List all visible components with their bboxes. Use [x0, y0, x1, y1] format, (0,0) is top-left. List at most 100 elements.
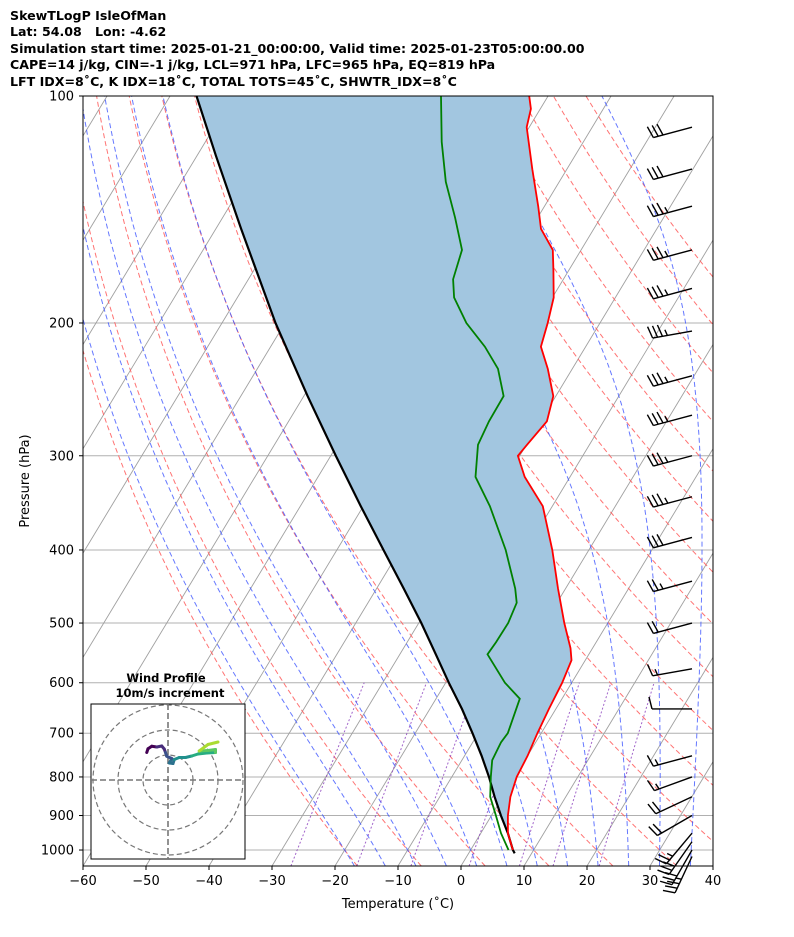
wind-barb-flag: [648, 696, 653, 710]
moist-adiabat-line: [601, 96, 703, 866]
wind-barb-staff: [653, 375, 693, 387]
wind-barb: [646, 620, 693, 635]
wind-barb-flag: [651, 801, 661, 813]
wind-barb-flag: [656, 202, 664, 215]
wind-barb-half-flag: [664, 415, 669, 422]
wind-barb-staff: [655, 796, 693, 815]
y-tick-label: 200: [49, 316, 74, 331]
wind-barb-flag: [646, 414, 654, 426]
wind-barb-flag: [656, 324, 664, 337]
wind-barb-flag: [656, 411, 664, 424]
dry-adiabat-line: [455, 96, 713, 472]
y-tick-label: 600: [49, 676, 74, 691]
chart-title-block: SkewTLogP IsleOfMan Lat: 54.08 Lon: -4.6…: [10, 8, 584, 90]
wind-barb-flag: [646, 495, 654, 508]
wind-barb-flag: [646, 374, 654, 387]
wind-barb-staff: [657, 814, 693, 837]
wind-barb: [654, 832, 693, 865]
x-tick-label: −40: [195, 874, 222, 889]
cape-area: [196, 96, 572, 854]
mixing-ratio-line: [518, 682, 580, 866]
wind-barb-flag: [656, 123, 664, 136]
wind-barb-half-flag: [664, 206, 669, 213]
wind-barb-flag: [646, 168, 654, 180]
wind-barb-flag: [651, 286, 659, 298]
wind-barb-flag: [656, 534, 664, 546]
wind-barb-staff: [653, 249, 693, 261]
wind-barb: [646, 165, 693, 181]
wind-barb: [646, 411, 693, 427]
wind-barb-staff: [653, 536, 693, 549]
y-tick-label: 300: [49, 449, 74, 464]
wind-barb-staff: [654, 776, 693, 792]
wind-barb-flag: [651, 413, 659, 425]
y-tick-label: 400: [49, 543, 74, 558]
x-tick-label: −20: [321, 874, 348, 889]
parcel-profile-line: [195, 96, 516, 854]
wind-barb-staff: [653, 168, 693, 181]
isotherm-line: [83, 96, 171, 242]
hodograph-segment: [197, 743, 210, 753]
wind-barb-flag: [664, 885, 678, 889]
wind-barb-flag: [646, 622, 654, 634]
wind-barb-staff: [671, 849, 693, 886]
wind-barb-staff: [668, 841, 693, 875]
wind-barb-flag: [646, 664, 654, 677]
wind-barb-flag: [657, 869, 670, 876]
times-line: Simulation start time: 2025-01-21_00:00:…: [10, 40, 585, 56]
wind-barb-flag: [646, 126, 654, 138]
isotherm-line: [712, 865, 713, 866]
wind-barb-staff: [653, 205, 693, 218]
mixing-ratio-line: [410, 682, 478, 866]
wind-barb-flag: [658, 853, 670, 861]
moist-adiabat-line: [83, 224, 386, 866]
wind-barb-flag: [659, 880, 673, 886]
dry-adiabat-line: [83, 199, 422, 866]
wind-barb-staff: [653, 455, 693, 467]
wind-barb-flag: [651, 166, 659, 179]
y-tick-label: 900: [49, 809, 74, 824]
wind-barb-half-flag: [654, 668, 659, 676]
wind-barb-flag: [646, 580, 654, 592]
wind-barb: [646, 664, 693, 677]
wind-barb-half-flag: [664, 497, 669, 504]
x-tick-label: 0: [457, 874, 465, 889]
wind-barb-half-flag: [666, 852, 674, 857]
mixing-ratio-line: [598, 682, 655, 866]
moist-adiabat-line: [104, 96, 447, 866]
y-axis-label: Pressure (hPa): [18, 434, 33, 527]
wind-barb-flag: [651, 579, 659, 591]
wind-barb-flag: [656, 452, 664, 464]
wind-barb-half-flag: [664, 376, 669, 383]
hodograph-segment: [206, 740, 220, 746]
dry-adiabat-line: [422, 96, 713, 522]
moist-adiabat-line: [162, 96, 508, 866]
y-tick-label: 500: [49, 617, 74, 632]
x-tick-label: −10: [384, 874, 411, 889]
dry-adiabat-line: [83, 348, 358, 866]
wind-barb-half-flag: [664, 329, 669, 336]
wind-barb-flag: [646, 326, 654, 339]
x-tick-label: 40: [705, 874, 722, 889]
wind-barb-staff: [653, 414, 693, 427]
wind-barb-flag: [651, 620, 659, 633]
temperature-line: [507, 96, 573, 851]
wind-barb: [646, 579, 693, 593]
wind-barb-flag: [646, 755, 654, 767]
wind-barb-flag: [656, 246, 664, 259]
wind-barb-flag: [656, 372, 664, 384]
wind-barb-half-flag: [664, 456, 669, 463]
wind-barb-flag: [651, 535, 659, 547]
wind-barb-flag: [651, 204, 659, 216]
wind-barb-flag: [662, 889, 676, 894]
wind-barb-half-flag: [664, 289, 669, 296]
indices-line-1: CAPE=14 j/kg, CIN=-1 j/kg, LCL=971 hPa, …: [10, 57, 496, 73]
wind-barb-flag: [648, 826, 658, 837]
wind-barb-staff: [653, 755, 693, 767]
hodograph-title: Wind Profile: [126, 671, 206, 685]
moist-adiabat-line: [83, 317, 355, 866]
x-tick-label: −50: [132, 874, 159, 889]
wind-barb: [646, 372, 693, 387]
wind-barb-flag: [646, 205, 654, 217]
indices-line-2: LFT IDX=8˚C, K IDX=18˚C, TOTAL TOTS=45˚C…: [10, 73, 457, 89]
